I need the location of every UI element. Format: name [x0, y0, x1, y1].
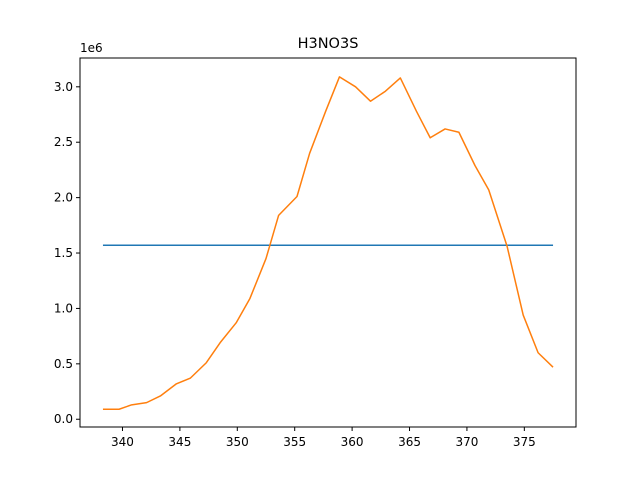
x-tick-label: 375	[513, 435, 536, 449]
y-tick-label: 0.0	[54, 412, 73, 426]
axes-frame	[79, 57, 577, 428]
x-tick-label: 340	[111, 435, 134, 449]
y-tick-label: 1.0	[54, 301, 73, 315]
series-layer	[102, 76, 554, 411]
x-tick-label: 350	[226, 435, 249, 449]
y-tick-label: 1.5	[54, 246, 73, 260]
x-axis-ticks: 340 345 350 355 360 365 370 375	[111, 427, 536, 449]
x-tick-label: 355	[283, 435, 306, 449]
x-tick-label: 360	[341, 435, 364, 449]
x-tick-label: 370	[455, 435, 478, 449]
y-axis-ticks: 0.0 0.5 1.0 1.5 2.0 2.5 3.0	[54, 80, 80, 426]
y-tick-label: 2.5	[54, 135, 73, 149]
y-tick-label: 0.5	[54, 357, 73, 371]
y-tick-label: 2.0	[54, 191, 73, 205]
y-tick-label: 3.0	[54, 80, 73, 94]
y-offset-label: 1e6	[80, 41, 103, 55]
series-line-1	[102, 76, 554, 411]
x-tick-label: 345	[168, 435, 191, 449]
x-tick-label: 365	[398, 435, 421, 449]
chart-title: H3NO3S	[298, 36, 359, 52]
